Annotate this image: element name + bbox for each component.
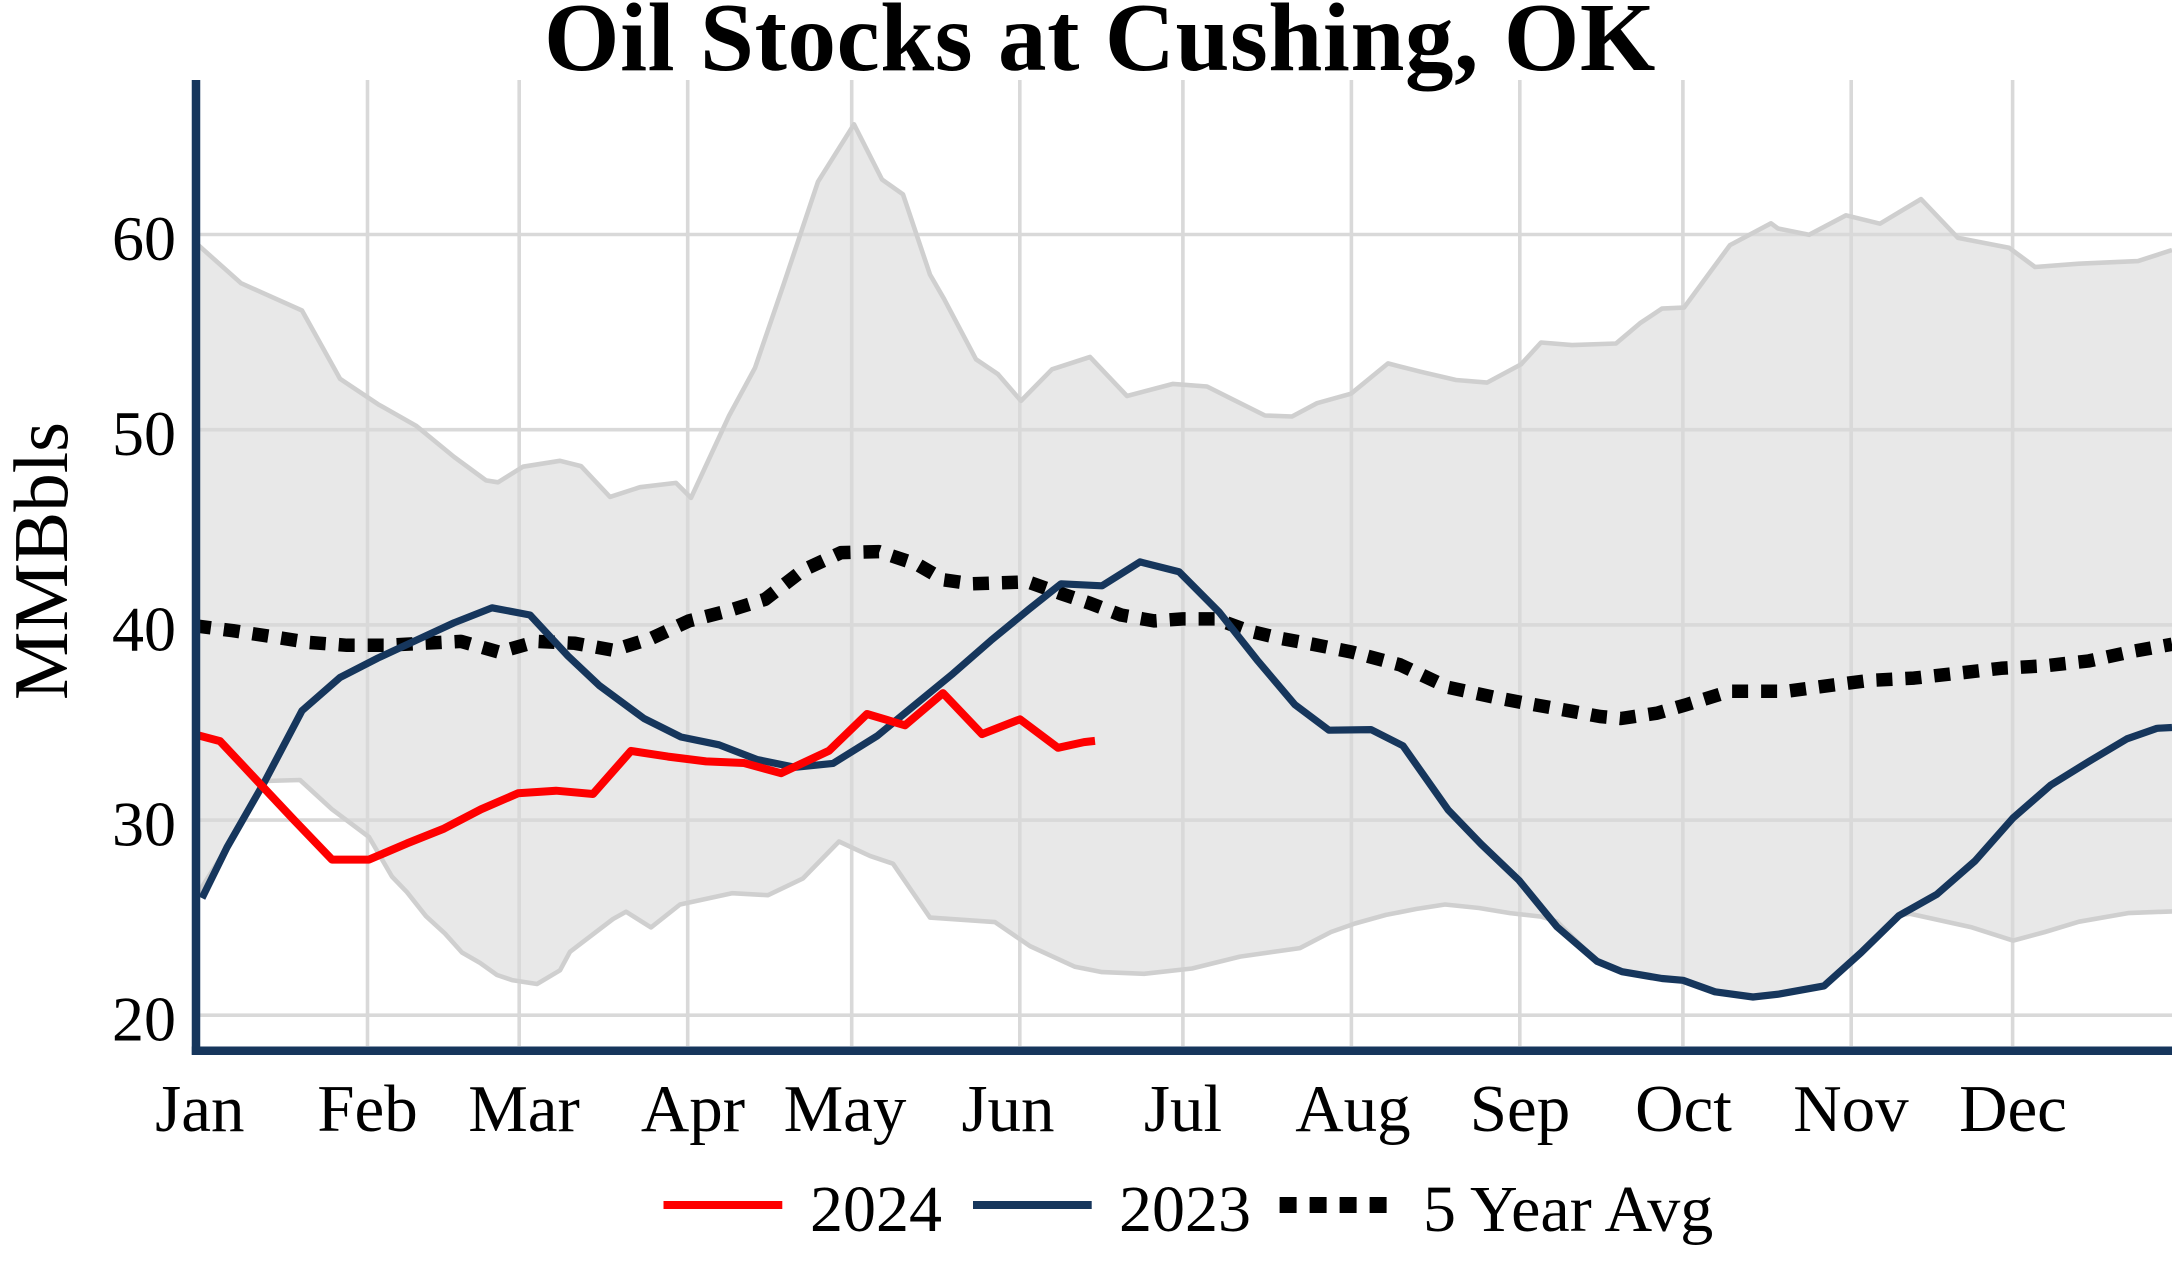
svg-text:Dec: Dec [1959,1072,2067,1146]
svg-text:Jan: Jan [155,1072,244,1146]
svg-text:Oil Stocks at Cushing, OK: Oil Stocks at Cushing, OK [544,0,1656,91]
svg-text:2023: 2023 [1119,1173,1251,1246]
svg-text:Jul: Jul [1144,1072,1222,1146]
svg-text:MMBbls: MMBbls [0,422,84,700]
svg-text:Mar: Mar [468,1072,580,1146]
svg-text:Jun: Jun [961,1072,1054,1146]
svg-text:Feb: Feb [317,1072,418,1146]
svg-text:May: May [784,1072,907,1146]
svg-text:50: 50 [112,398,176,469]
svg-text:Aug: Aug [1295,1072,1410,1146]
svg-text:20: 20 [112,984,176,1055]
svg-text:Oct: Oct [1635,1072,1732,1146]
svg-text:40: 40 [112,593,176,664]
svg-text:Sep: Sep [1470,1072,1571,1146]
svg-text:Apr: Apr [641,1072,745,1146]
svg-text:2024: 2024 [810,1173,942,1246]
svg-text:30: 30 [112,789,176,860]
svg-text:5 Year Avg: 5 Year Avg [1423,1173,1713,1246]
svg-text:60: 60 [112,203,176,274]
svg-text:Nov: Nov [1793,1072,1909,1146]
